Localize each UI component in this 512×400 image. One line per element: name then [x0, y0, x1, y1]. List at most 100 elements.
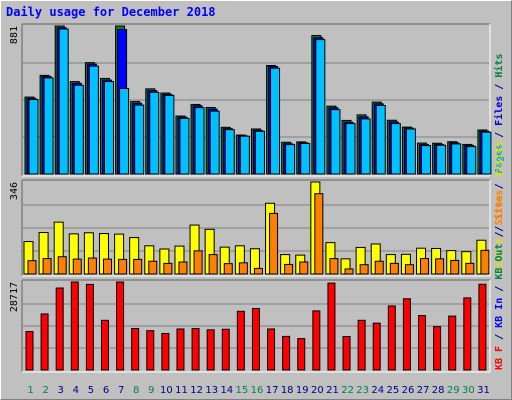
bottom-bar-kb-f	[297, 338, 306, 371]
middle-bar-sites	[42, 258, 52, 275]
top-bar-pages	[315, 39, 326, 175]
bottom-legend-entry: /	[494, 177, 505, 195]
top-bar-pages	[405, 128, 416, 175]
bottom-bar-kb-f	[131, 328, 140, 371]
middle-bar-sites	[284, 263, 294, 275]
day-label: 5	[88, 385, 94, 396]
middle-legend-entry: /	[494, 220, 505, 238]
bottom-bar-kb-f	[251, 308, 260, 371]
top-bar-pages	[103, 81, 114, 175]
day-label: 8	[133, 385, 139, 396]
bottom-panel: 28717 KB F / KB In / KB Out / Sites / Vis…	[9, 141, 505, 373]
bottom-bar-kb-f	[463, 297, 472, 371]
middle-bar-sites	[374, 260, 384, 275]
bottom-bar-kb-f	[402, 298, 411, 371]
middle-bar-sites	[253, 267, 263, 275]
middle-bar-sites	[314, 193, 324, 275]
bottom-legend-entry: /	[494, 328, 505, 346]
bottom-bar-kb-f	[191, 328, 200, 371]
middle-bar-sites	[299, 261, 309, 275]
bottom-bar-kb-f	[433, 326, 442, 371]
day-label: 23	[356, 385, 369, 396]
top-legend-entry: /	[494, 126, 505, 144]
middle-bar-sites	[72, 258, 82, 275]
day-label: 14	[220, 385, 233, 396]
top-panel: 881 Pages / Files / Hits	[9, 23, 505, 177]
day-label: 10	[160, 385, 173, 396]
top-bar-pages	[43, 77, 54, 175]
bottom-bar-kb-f	[146, 330, 155, 371]
top-bar-pages	[390, 123, 401, 175]
bottom-bar-kb-f	[236, 310, 245, 371]
bottom-bar-kb-f	[282, 335, 291, 371]
bottom-bar-kb-f	[55, 287, 64, 371]
bottom-bar-kb-f	[342, 336, 351, 371]
day-label: 17	[266, 385, 279, 396]
top-bar-pages	[375, 104, 386, 175]
middle-bar-sites	[389, 262, 399, 275]
middle-bar-sites	[57, 256, 67, 275]
day-label: 13	[205, 385, 218, 396]
day-label: 11	[175, 385, 188, 396]
top-bar-pages	[421, 145, 432, 175]
bottom-bar-kb-f	[70, 281, 79, 371]
bottom-bar-kb-f	[176, 328, 185, 371]
top-bar-pages	[194, 107, 205, 175]
middle-bar-sites	[27, 260, 37, 275]
middle-bar-sites	[87, 257, 97, 275]
top-bar-pages	[88, 65, 99, 175]
day-label: 19	[296, 385, 309, 396]
top-bar-pages	[58, 28, 69, 175]
bottom-bar-kb-f	[116, 281, 125, 371]
bottom-bar-kb-f	[327, 282, 336, 371]
top-bar-pages	[179, 117, 190, 175]
bottom-legend-entry: KB F	[494, 346, 505, 370]
top-legend: Pages / Files / Hits	[493, 54, 505, 174]
day-label: 16	[251, 385, 264, 396]
top-legend-entry: Hits	[493, 54, 505, 78]
top-bar-pages	[73, 84, 84, 175]
top-legend-entry: /	[494, 78, 505, 96]
middle-legend: Visits / Sites	[493, 190, 505, 274]
middle-bar-sites	[133, 258, 143, 275]
top-bar-pages	[164, 94, 175, 175]
bottom-legend-entry: KB Out	[494, 244, 505, 280]
middle-bar-sites	[148, 260, 158, 275]
middle-bar-sites	[329, 258, 339, 275]
day-label: 28	[432, 385, 445, 396]
top-bar-pages	[466, 146, 477, 175]
top-bar-pages	[270, 67, 281, 175]
bottom-bar-kb-f	[40, 313, 49, 371]
bottom-legend-entry: Visits	[493, 141, 505, 177]
day-label: 31	[477, 385, 490, 396]
top-bar-pages	[300, 142, 311, 175]
top-bar-pages	[285, 144, 296, 175]
middle-bar-sites	[208, 254, 218, 275]
day-label: 15	[236, 385, 249, 396]
bottom-legend-entry: Sites	[493, 195, 505, 225]
middle-panel: 346 Visits / Sites	[9, 179, 505, 277]
middle-bar-sites	[344, 268, 354, 275]
middle-bar-sites	[238, 262, 248, 275]
day-label: 18	[281, 385, 294, 396]
day-label: 2	[42, 385, 48, 396]
bottom-bar-kb-f	[387, 305, 396, 371]
top-legend-entry: Files	[493, 96, 505, 126]
middle-bar-sites	[404, 264, 414, 275]
top-bar-pages	[345, 123, 356, 175]
bottom-bar-kb-f	[312, 310, 321, 371]
bottom-bar-kb-f	[267, 328, 276, 371]
day-label: 29	[447, 385, 460, 396]
top-bar-pages	[436, 144, 447, 175]
bottom-bar-kb-f	[85, 283, 94, 371]
bottom-bar-kb-f	[161, 332, 170, 371]
middle-max-label: 346	[9, 182, 20, 200]
day-label: 4	[73, 385, 79, 396]
middle-legend-entry: Visits	[493, 238, 505, 274]
day-label: 27	[417, 385, 430, 396]
bottom-bar-kb-f	[448, 315, 457, 371]
middle-legend-entry: Sites	[493, 190, 505, 220]
middle-bar-sites	[163, 262, 173, 275]
bottom-max-label: 28717	[9, 282, 20, 312]
